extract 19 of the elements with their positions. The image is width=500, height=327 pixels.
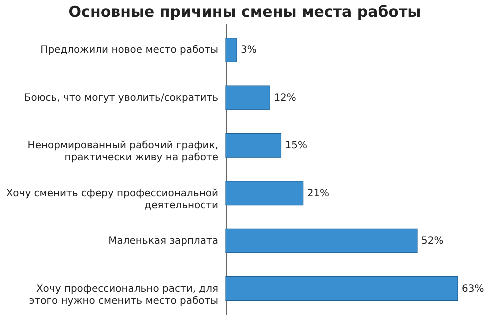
data-label: 21% [307,188,330,200]
bar [226,228,418,254]
data-label: 15% [285,140,308,152]
bar [226,133,282,158]
chart-title: Основные причины смены места работы [68,3,422,21]
y-tick-label: Боюсь, что могут уволить/сократить [24,92,219,104]
y-tick-label: Ненормированный рабочий график, практически живу на работе [28,140,218,164]
data-label: 3% [241,45,257,56]
y-tick-label: Маленькая зарплата [108,236,218,248]
data-label: 63% [462,284,484,295]
bar [226,86,270,110]
bar [226,38,238,62]
y-tick-label: Предложили новое место работы [40,45,219,56]
y-tick-label: Хочу профессионально расти, для этого нужно сменить место работы [29,284,219,307]
bar [226,181,304,206]
data-label: 12% [274,92,296,104]
data-label: 52% [421,236,444,248]
bar [226,276,458,301]
y-tick-label: Хочу сменить сферу профессиональной деятельности [6,188,218,212]
